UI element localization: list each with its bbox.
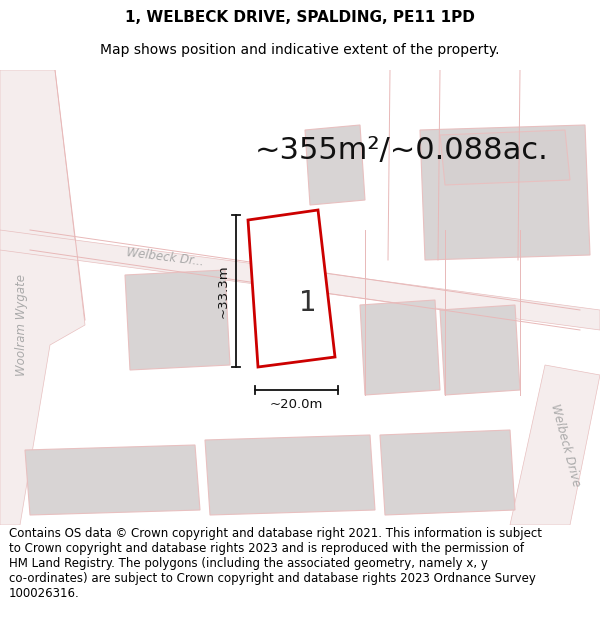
Polygon shape (205, 435, 375, 515)
Polygon shape (440, 130, 570, 185)
Text: 1: 1 (299, 289, 317, 317)
Polygon shape (0, 230, 600, 330)
Text: 1, WELBECK DRIVE, SPALDING, PE11 1PD: 1, WELBECK DRIVE, SPALDING, PE11 1PD (125, 11, 475, 26)
Polygon shape (510, 365, 600, 525)
Text: ~20.0m: ~20.0m (270, 398, 323, 411)
Polygon shape (248, 210, 335, 367)
Polygon shape (380, 430, 515, 515)
Polygon shape (305, 125, 365, 205)
Text: Welbeck Drive: Welbeck Drive (548, 402, 583, 488)
Polygon shape (360, 300, 440, 395)
Text: Map shows position and indicative extent of the property.: Map shows position and indicative extent… (100, 43, 500, 58)
Polygon shape (25, 445, 200, 515)
Text: Woolram Wygate: Woolram Wygate (16, 274, 29, 376)
Text: Welbeck Dr...: Welbeck Dr... (125, 246, 205, 268)
Text: Contains OS data © Crown copyright and database right 2021. This information is : Contains OS data © Crown copyright and d… (9, 527, 542, 600)
Polygon shape (0, 70, 85, 525)
Polygon shape (420, 125, 590, 260)
Polygon shape (440, 305, 520, 395)
Text: ~33.3m: ~33.3m (217, 264, 230, 318)
Text: ~355m²/~0.088ac.: ~355m²/~0.088ac. (255, 136, 549, 164)
Polygon shape (125, 270, 230, 370)
